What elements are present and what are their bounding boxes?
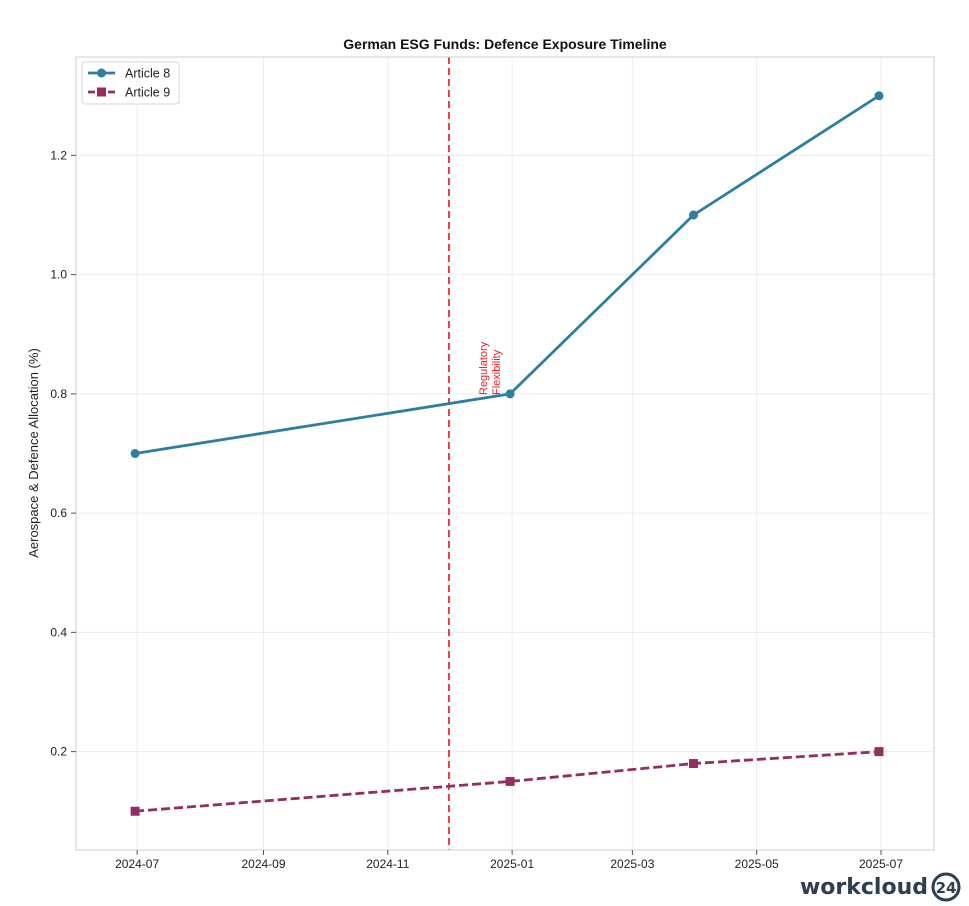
x-tick-label: 2025-03: [610, 857, 654, 871]
data-point: [130, 449, 140, 458]
y-tick-label: 0.6: [50, 506, 67, 520]
series-line-0: [134, 94, 880, 455]
data-point: [505, 776, 515, 786]
data-point: [689, 210, 699, 220]
y-tick-label: 1.0: [50, 268, 67, 282]
data-point: [874, 747, 884, 757]
legend-label: Article 8: [125, 67, 170, 81]
data-point: [130, 806, 140, 816]
annotation-label: Flexibility: [491, 349, 503, 395]
brand-24-text: 24: [936, 879, 957, 897]
y-axis-label: Aerospace & Defence Allocation (%): [26, 348, 41, 558]
annotation-text: Regulatory Flexibility: [478, 341, 503, 395]
brand-name: workcloud: [799, 874, 928, 900]
annotation-label: Regulatory: [478, 341, 490, 395]
legend-label: Article 9: [125, 86, 170, 100]
x-tick-label: 2024-07: [115, 857, 159, 871]
data-point: [689, 759, 699, 769]
brand-24-icon: 24: [931, 872, 961, 902]
x-tick-label: 2024-11: [366, 857, 409, 871]
x-tick-label: 2025-05: [735, 857, 779, 871]
data-point: [505, 389, 515, 399]
chart-title: German ESG Funds: Defence Exposure Timel…: [343, 36, 667, 52]
x-tick-label: 2025-01: [490, 857, 534, 871]
series-line-1: [134, 750, 880, 813]
x-tick-label: 2025-07: [859, 857, 903, 871]
legend-marker: [97, 68, 106, 78]
tick-labels: 2024-07 2024-09 2024-11 2025-01 2025-03 2025-…: [50, 148, 903, 871]
x-tick-label: 2024-09: [241, 857, 285, 871]
y-tick-label: 0.4: [50, 625, 67, 639]
data-point: [874, 91, 884, 101]
legend-marker: [97, 87, 106, 97]
y-tick-label: 1.2: [50, 148, 67, 162]
y-tick-label: 0.8: [50, 387, 67, 401]
plot-frame: [75, 56, 935, 851]
brand-logo: workcloud 24: [800, 872, 961, 902]
y-tick-label: 0.2: [50, 745, 67, 759]
series-group: [130, 91, 884, 816]
grid: [76, 57, 934, 850]
legend: Article 8 Article 9: [81, 61, 180, 105]
